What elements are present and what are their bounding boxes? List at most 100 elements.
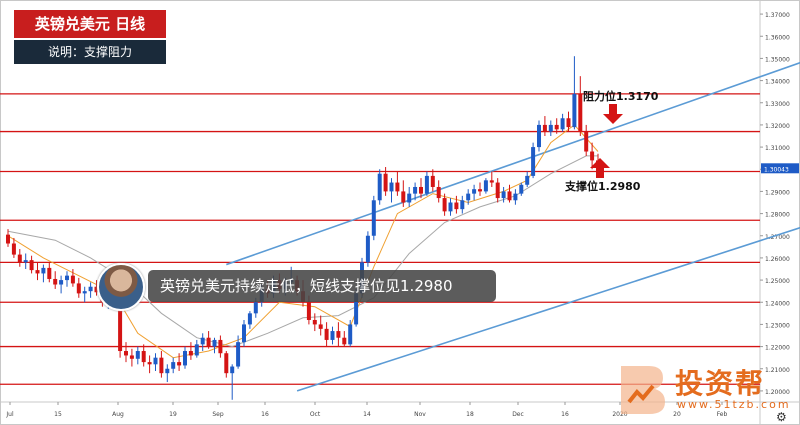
y-tick-label: 1.37000 [765, 12, 790, 19]
candle-body [200, 337, 205, 345]
candle-body [430, 175, 435, 187]
candle-body [124, 351, 128, 356]
current-price-label: 1.30043 [764, 166, 789, 173]
x-tick-label: Dec [512, 411, 524, 418]
candle-body [478, 189, 482, 192]
y-tick-label: 1.28000 [765, 212, 790, 219]
x-tick-label: 2020 [612, 411, 627, 418]
candle-body [513, 193, 518, 201]
candle-body [29, 260, 34, 271]
resistance-label: 阻力位1.3170 [583, 89, 659, 103]
candle-body [253, 302, 258, 314]
candle-body [135, 351, 140, 359]
headline-banner: 英镑兑美元持续走低，短线支撑位见1.2980 [148, 270, 496, 302]
candle-body [306, 302, 311, 320]
candle-body [572, 93, 577, 128]
candle-body [118, 303, 123, 352]
candle-body [566, 118, 571, 128]
support-label: 支撑位1.2980 [564, 179, 641, 193]
candle-body [584, 131, 589, 152]
candle-body [354, 293, 359, 325]
presenter-avatar [97, 263, 145, 311]
candle-body [318, 324, 323, 329]
candle-body [41, 267, 46, 274]
candle-body [365, 235, 370, 263]
y-tick-label: 1.27000 [765, 234, 790, 241]
x-tick-label: Oct [310, 411, 321, 418]
candle-body [389, 182, 394, 192]
y-tick-label: 1.21000 [765, 367, 790, 374]
candle-body [94, 286, 99, 293]
candle-body [11, 243, 16, 255]
candle-body [436, 186, 441, 199]
arrow-down-icon [603, 104, 623, 124]
candle-body [129, 355, 134, 359]
channel-line [296, 226, 800, 392]
candle-body [206, 337, 211, 347]
candle-body [230, 366, 235, 374]
candle-body [578, 93, 583, 132]
candle-body [88, 286, 93, 292]
candle-body [466, 193, 471, 201]
candle-body [419, 186, 423, 194]
y-tick-label: 1.32000 [765, 123, 790, 130]
candle-body [348, 324, 353, 345]
candle-body [159, 357, 164, 374]
y-tick-label: 1.25000 [765, 278, 790, 285]
candle-body [383, 173, 388, 192]
candle-body [501, 191, 506, 199]
candle-body [460, 200, 465, 210]
x-tick-label: 19 [169, 411, 177, 418]
brand-logo-icon [621, 366, 665, 414]
y-tick-label: 1.22000 [765, 345, 790, 352]
candle-body [495, 182, 500, 199]
arrow-up-icon [590, 158, 610, 178]
candle-body [472, 189, 477, 194]
candle-body [413, 186, 418, 194]
candle-body [247, 313, 252, 325]
candle-body [212, 339, 217, 347]
candle-body [183, 351, 187, 366]
y-tick-label: 1.20000 [765, 389, 790, 396]
y-tick-label: 1.31000 [765, 145, 790, 152]
candle-body [442, 198, 447, 212]
y-tick-label: 1.35000 [765, 56, 790, 63]
candle-body [483, 180, 488, 192]
candle-body [47, 267, 52, 279]
candle-body [53, 278, 58, 285]
candle-body [519, 184, 524, 194]
candle-body [312, 319, 317, 325]
candle-body [242, 324, 246, 343]
candle-body [153, 357, 158, 365]
candle-body [560, 118, 565, 130]
candle-body [590, 151, 595, 161]
candle-body [554, 124, 559, 130]
moving-average-slow [7, 155, 598, 348]
candle-body [531, 147, 536, 176]
y-tick-label: 1.23000 [765, 322, 790, 329]
candle-body [537, 124, 541, 148]
candle-body [401, 191, 406, 203]
candle-body [236, 342, 241, 367]
candle-body [23, 260, 28, 263]
candle-body [65, 275, 69, 281]
watermark-url: www.51tzb.com [677, 398, 791, 411]
watermark-logo: 投资帮 www.51tzb.com [615, 362, 789, 416]
candle-body [76, 283, 81, 294]
candle-body [324, 328, 329, 340]
gear-icon[interactable]: ⚙ [776, 410, 787, 424]
candle-body [395, 182, 400, 192]
candle-body [336, 331, 341, 338]
y-tick-label: 1.34000 [765, 79, 790, 86]
y-tick-label: 1.36000 [765, 34, 790, 41]
candle-body [6, 234, 10, 244]
x-tick-label: 16 [561, 411, 569, 418]
x-tick-label: 15 [54, 411, 62, 418]
candle-body [371, 200, 376, 236]
candle-body [548, 124, 553, 132]
chart-title: 英镑兑美元 日线 [14, 10, 166, 38]
x-tick-label: Feb [717, 411, 728, 418]
candle-body [147, 362, 152, 365]
x-tick-label: Aug [112, 411, 124, 418]
